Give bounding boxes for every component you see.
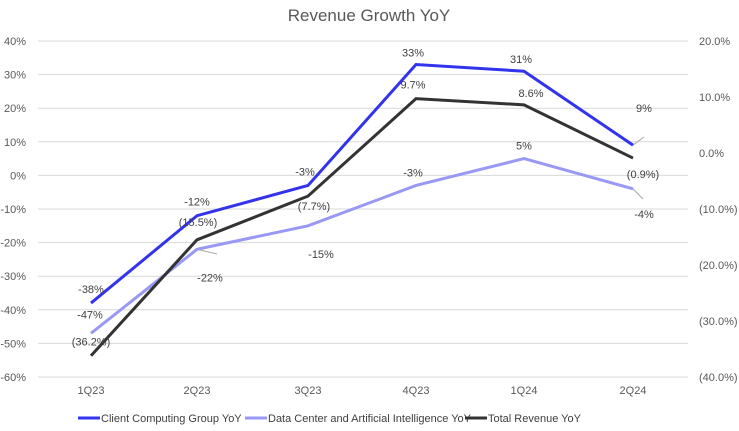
gridlines: [38, 40, 688, 378]
data-label: -3%: [295, 166, 315, 178]
left-tick-label: 30%: [4, 70, 26, 82]
right-tick-label: (30.0%): [699, 316, 738, 328]
legend: Client Computing Group YoY Data Center an…: [78, 413, 582, 425]
right-tick-label: 20.0%: [699, 36, 730, 48]
x-tick-label: 1Q24: [511, 385, 538, 397]
data-label: -38%: [78, 284, 104, 296]
right-tick-label: 0.0%: [699, 148, 724, 160]
data-label: -22%: [197, 272, 223, 284]
data-label: 5%: [516, 141, 532, 153]
legend-label: Total Revenue YoY: [488, 413, 582, 425]
data-label: (0.9%): [627, 169, 659, 181]
x-tick-label: 2Q23: [184, 385, 211, 397]
left-tick-label: 20%: [4, 103, 26, 115]
left-tick-label: 10%: [4, 137, 26, 149]
left-tick-label: 0%: [10, 170, 26, 182]
series-lines: [89, 62, 634, 357]
x-tick-label: 2Q24: [620, 385, 647, 397]
x-tick-label: 4Q23: [403, 385, 430, 397]
leader-line: [632, 188, 644, 200]
left-tick-label: -40%: [0, 305, 26, 317]
data-label: 9.7%: [400, 80, 425, 92]
chart-title: Revenue Growth YoY: [288, 6, 451, 25]
x-tick-label: 3Q23: [295, 385, 322, 397]
x-axis-ticks: 1Q23 2Q23 3Q23 4Q23 1Q24 2Q24: [78, 385, 647, 397]
x-tick-label: 1Q23: [78, 385, 105, 397]
data-label: -4%: [634, 209, 654, 221]
left-tick-label: 40%: [4, 36, 26, 48]
data-label: 8.6%: [518, 88, 543, 100]
data-label: -12%: [184, 197, 210, 209]
right-tick-label: 10.0%: [699, 92, 730, 104]
right-tick-label: (40.0%): [699, 372, 738, 384]
right-axis-ticks: 20.0% 10.0% 0.0% (10.0%) (20.0%) (30.0%) (40.0…: [699, 36, 738, 384]
left-tick-label: -60%: [0, 372, 26, 384]
data-labels: -38% -12% -3% 33% 31% 9% -47% -22% -15% -3% 5% -4% (…: [72, 48, 659, 349]
right-tick-label: (20.0%): [699, 260, 738, 272]
data-label: (36.2%): [72, 337, 111, 349]
left-tick-label: -30%: [0, 271, 26, 283]
data-label: -47%: [77, 309, 103, 321]
series-line-2: [89, 97, 634, 357]
series-line-1: [90, 157, 634, 335]
legend-label: Client Computing Group YoY: [101, 413, 242, 425]
data-label: 33%: [402, 48, 424, 60]
series-line-0: [90, 62, 634, 305]
leader-line: [632, 136, 645, 146]
left-axis-ticks: 40% 30% 20% 10% 0% -10% -20% -30% -40% -50% -60%: [0, 36, 26, 384]
data-label: -15%: [308, 249, 334, 261]
data-label: -3%: [403, 167, 423, 179]
data-label: (15.5%): [179, 217, 218, 229]
data-label: (7.7%): [298, 201, 330, 213]
left-tick-label: -20%: [0, 238, 26, 250]
data-label: 31%: [510, 54, 532, 66]
left-tick-label: -50%: [0, 338, 26, 350]
right-tick-label: (10.0%): [699, 204, 738, 216]
legend-label: Data Center and Artificial Intelligence …: [268, 413, 472, 425]
left-tick-label: -10%: [0, 204, 26, 216]
data-label: 9%: [636, 103, 652, 115]
